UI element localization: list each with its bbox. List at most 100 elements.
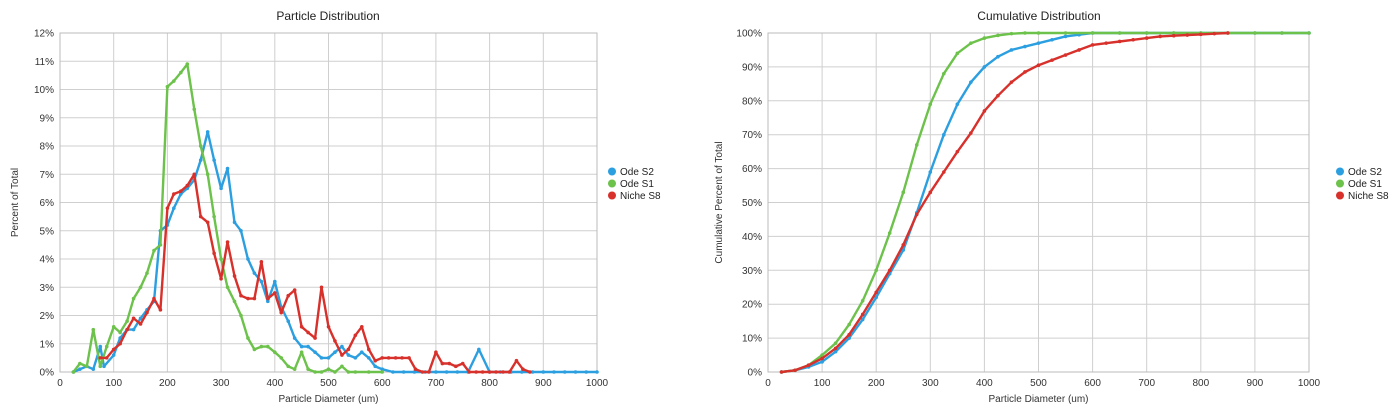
chart1-data-point-niche-s8 (104, 356, 109, 360)
chart1-data-point-ode-s2 (353, 356, 358, 360)
chart2-data-point-niche-s8 (1090, 43, 1095, 47)
chart1-data-point-ode-s2 (179, 192, 183, 196)
chart1-data-point-ode-s1 (306, 367, 310, 371)
chart1-data-point-ode-s2 (573, 370, 578, 374)
chart1-data-point-niche-s8 (434, 350, 438, 355)
chart2-data-point-ode-s1 (1253, 31, 1257, 35)
chart1-y-tick-label: 12% (34, 29, 54, 40)
chart1-data-point-ode-s2 (562, 370, 567, 374)
chart2-data-point-ode-s2 (1009, 48, 1014, 52)
chart2-y-tick-label: 10% (742, 334, 762, 345)
chart2-data-point-ode-s2 (860, 317, 865, 322)
chart1-data-point-ode-s2 (299, 344, 304, 349)
chart1-data-point-ode-s1 (246, 336, 250, 340)
chart1-data-point-ode-s1 (212, 214, 216, 219)
chart1-x-tick-label: 1000 (586, 378, 609, 389)
chart1-data-point-ode-s2 (313, 350, 317, 355)
chart1-data-point-niche-s8 (326, 325, 331, 329)
chart1-data-point-ode-s2 (239, 228, 243, 233)
chart1-data-point-ode-s1 (252, 347, 257, 352)
chart2-x-tick-label: 100 (814, 378, 831, 389)
chart1-data-point-niche-s8 (232, 274, 237, 278)
chart1-data-point-niche-s8 (98, 356, 103, 360)
chart2-data-point-ode-s2 (1050, 37, 1054, 42)
chart2-legend-label-niche-s8: Niche S8 (1348, 191, 1389, 202)
chart2-legend-marker-ode-s1 (1336, 179, 1344, 188)
chart2-data-point-niche-s8 (874, 290, 878, 295)
chart1-data-point-niche-s8 (138, 322, 143, 326)
chart1-data-point-niche-s8 (400, 356, 404, 360)
chart2-y-tick-label: 0% (748, 368, 763, 379)
chart1-data-point-ode-s2 (292, 336, 297, 340)
chart1-data-point-ode-s1 (366, 370, 371, 374)
chart2-data-point-niche-s8 (969, 131, 973, 135)
chart1-data-point-niche-s8 (507, 370, 512, 374)
chart1-y-axis-label: Percent of Total (10, 168, 21, 237)
chart1-data-point-ode-s2 (520, 370, 524, 374)
chart1-x-tick-label: 400 (266, 378, 283, 389)
chart1-data-point-ode-s2 (326, 356, 331, 360)
chart1-data-point-niche-s8 (279, 310, 284, 315)
chart1-data-point-niche-s8 (427, 370, 431, 374)
chart2-data-point-ode-s2 (1063, 34, 1068, 39)
chart1-data-point-ode-s2 (391, 370, 395, 374)
chart1-data-point-niche-s8 (480, 370, 485, 374)
chart1-data-point-niche-s8 (494, 370, 498, 374)
chart1-data-point-ode-s1 (340, 364, 344, 369)
chart2-data-point-niche-s8 (887, 268, 892, 273)
chart1-data-point-ode-s1 (225, 285, 230, 290)
chart1-data-point-ode-s1 (346, 370, 351, 374)
chart1-data-point-niche-s8 (521, 367, 525, 371)
chart2-data-point-ode-s2 (1036, 41, 1041, 45)
chart1-data-point-ode-s2 (232, 220, 237, 225)
chart1-x-tick-label: 700 (428, 378, 445, 389)
chart2-data-point-niche-s8 (1023, 70, 1027, 74)
chart2-data-point-ode-s1 (860, 299, 865, 303)
chart1-data-point-niche-s8 (205, 220, 210, 225)
chart2-data-point-ode-s2 (996, 54, 1000, 59)
chart2-data-point-ode-s1 (1009, 31, 1014, 36)
chart1-data-point-niche-s8 (172, 192, 176, 196)
chart1-title: Particle Distribution (276, 9, 379, 23)
chart1-data-point-ode-s2 (530, 370, 535, 374)
chart1-data-point-ode-s2 (340, 344, 344, 349)
chart2-legend-label-ode-s1: Ode S1 (1348, 179, 1382, 190)
chart1-data-point-ode-s2 (252, 271, 257, 275)
chart1-data-point-ode-s2 (273, 279, 277, 284)
chart1-y-tick-label: 5% (40, 226, 55, 237)
chart1-data-point-ode-s1 (172, 79, 176, 83)
chart2-data-point-ode-s1 (1307, 31, 1311, 35)
chart2-data-point-niche-s8 (860, 312, 865, 317)
chart1-data-point-ode-s1 (145, 271, 149, 275)
chart1-x-tick-label: 600 (374, 378, 391, 389)
chart2-data-point-niche-s8 (1050, 58, 1054, 62)
chart1-data-point-ode-s1 (118, 330, 122, 335)
chart2-data-point-niche-s8 (1144, 36, 1149, 40)
chart1-data-point-niche-s8 (501, 370, 505, 374)
chart1-data-point-ode-s2 (595, 370, 599, 374)
chart1-y-tick-label: 3% (40, 283, 55, 294)
chart1-data-point-niche-s8 (460, 361, 465, 366)
chart1-data-point-ode-s2 (373, 364, 378, 369)
chart1-data-point-ode-s2 (359, 350, 364, 355)
chart1-data-point-ode-s2 (346, 353, 351, 357)
chart2-data-point-ode-s1 (1023, 31, 1027, 35)
chart2-y-tick-label: 70% (742, 130, 762, 141)
chart1-data-point-ode-s2 (138, 316, 143, 321)
chart2-data-point-ode-s1 (914, 143, 919, 147)
chart1-data-point-niche-s8 (393, 356, 398, 360)
chart1-data-point-ode-s1 (292, 367, 297, 371)
chart1-data-point-niche-s8 (453, 364, 458, 369)
chart1-data-point-ode-s2 (172, 206, 176, 210)
chart1-data-point-ode-s1 (273, 350, 277, 355)
chart1-legend-marker-niche-s8 (608, 191, 616, 200)
chart1-data-point-ode-s2 (401, 370, 406, 374)
chart2-data-point-niche-s8 (1104, 41, 1108, 45)
chart2-data-point-niche-s8 (1171, 33, 1176, 38)
chart1-data-point-niche-s8 (440, 361, 445, 366)
chart1-data-point-ode-s2 (78, 367, 82, 371)
chart2-y-tick-label: 60% (742, 164, 762, 175)
chart1-data-point-ode-s1 (205, 172, 210, 177)
chart1-y-tick-label: 1% (40, 339, 55, 350)
chart1-data-point-ode-s1 (192, 107, 197, 112)
